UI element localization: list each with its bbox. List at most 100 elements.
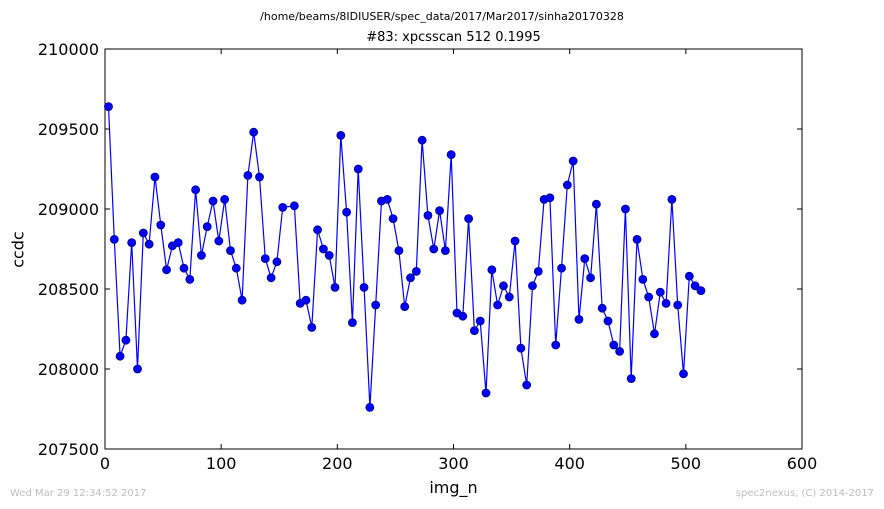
- x-tick-label: 400: [554, 454, 585, 473]
- data-point: [446, 150, 456, 160]
- data-point: [115, 351, 125, 361]
- data-point: [504, 292, 514, 302]
- data-point: [121, 335, 131, 345]
- data-point: [423, 210, 433, 220]
- data-point: [638, 274, 648, 284]
- data-point: [342, 207, 352, 217]
- data-point: [475, 316, 485, 326]
- data-point: [545, 193, 555, 203]
- data-point: [644, 292, 654, 302]
- data-point: [632, 234, 642, 244]
- data-point: [266, 273, 276, 283]
- data-point: [330, 282, 340, 292]
- data-point: [615, 346, 625, 356]
- data-point: [394, 246, 404, 256]
- timestamp-footer: Wed Mar 29 12:34:52 2017: [10, 488, 147, 499]
- data-point: [260, 254, 270, 264]
- data-point: [411, 266, 421, 276]
- data-point: [324, 250, 334, 260]
- data-point: [533, 266, 543, 276]
- data-point: [249, 127, 259, 137]
- data-point: [690, 281, 700, 291]
- data-point: [597, 303, 607, 313]
- data-point: [568, 156, 578, 166]
- data-point: [214, 236, 224, 246]
- y-tick-label: 208000: [38, 360, 99, 379]
- data-point: [551, 340, 561, 350]
- data-point: [481, 388, 491, 398]
- data-point: [603, 316, 613, 326]
- data-point: [318, 244, 328, 254]
- data-point: [109, 234, 119, 244]
- data-point: [179, 263, 189, 273]
- y-tick-label: 207500: [38, 440, 99, 459]
- data-point: [162, 265, 171, 275]
- data-point: [493, 300, 503, 310]
- data-point: [133, 364, 142, 374]
- data-point: [202, 222, 212, 232]
- data-point: [353, 164, 363, 174]
- data-point: [655, 287, 665, 297]
- x-axis-label: img_n: [429, 478, 478, 497]
- data-point: [220, 194, 230, 204]
- data-point: [673, 300, 683, 310]
- data-point: [243, 170, 253, 180]
- data-point: [684, 271, 694, 281]
- data-point: [237, 295, 247, 305]
- data-point: [499, 281, 508, 291]
- data-point: [470, 326, 479, 336]
- data-point: [464, 214, 474, 224]
- x-tick-label: 200: [322, 454, 353, 473]
- data-point: [289, 201, 299, 211]
- data-point: [365, 402, 375, 412]
- data-point: [197, 250, 206, 260]
- data-point: [696, 286, 706, 296]
- data-point: [440, 246, 450, 256]
- data-point: [591, 199, 601, 209]
- data-point: [208, 196, 218, 206]
- credit-footer: spec2nexus, (C) 2014-2017: [735, 488, 874, 499]
- data-point: [226, 246, 235, 256]
- data-point: [650, 329, 659, 339]
- chart-title: #83: xpcsscan 512 0.1995: [366, 30, 541, 45]
- data-point: [400, 302, 410, 312]
- data-point: [336, 130, 346, 140]
- data-point: [307, 322, 317, 332]
- data-point: [522, 380, 532, 390]
- data-point: [679, 369, 688, 379]
- y-tick-label: 210000: [38, 40, 99, 59]
- x-tick-label: 300: [438, 454, 469, 473]
- data-point: [278, 202, 288, 212]
- data-point: [191, 185, 201, 195]
- data-point: [626, 374, 636, 384]
- y-tick-label: 209000: [38, 200, 99, 219]
- data-point: [231, 263, 241, 273]
- data-point: [138, 228, 148, 238]
- data-point: [667, 194, 677, 204]
- data-point: [388, 214, 398, 224]
- data-point: [621, 204, 630, 214]
- data-point: [458, 311, 468, 321]
- data-point: [272, 257, 282, 267]
- data-point: [185, 274, 195, 284]
- data-point: [406, 273, 415, 283]
- data-point: [348, 318, 357, 328]
- y-tick-label: 208500: [38, 280, 99, 299]
- data-point: [516, 343, 526, 353]
- data-point: [510, 236, 520, 246]
- data-point: [417, 135, 427, 145]
- data-point: [557, 263, 566, 273]
- data-point: [255, 172, 264, 182]
- plot-frame: [104, 48, 803, 450]
- x-tick-label: 100: [206, 454, 237, 473]
- data-point: [313, 225, 322, 235]
- data-point: [609, 340, 619, 350]
- data-point: [429, 244, 439, 254]
- data-point: [150, 172, 160, 182]
- data-point: [127, 238, 137, 248]
- data-point: [487, 265, 497, 275]
- data-point: [173, 238, 183, 248]
- data-point: [562, 180, 572, 190]
- data-point: [574, 314, 584, 324]
- data-point: [359, 282, 369, 292]
